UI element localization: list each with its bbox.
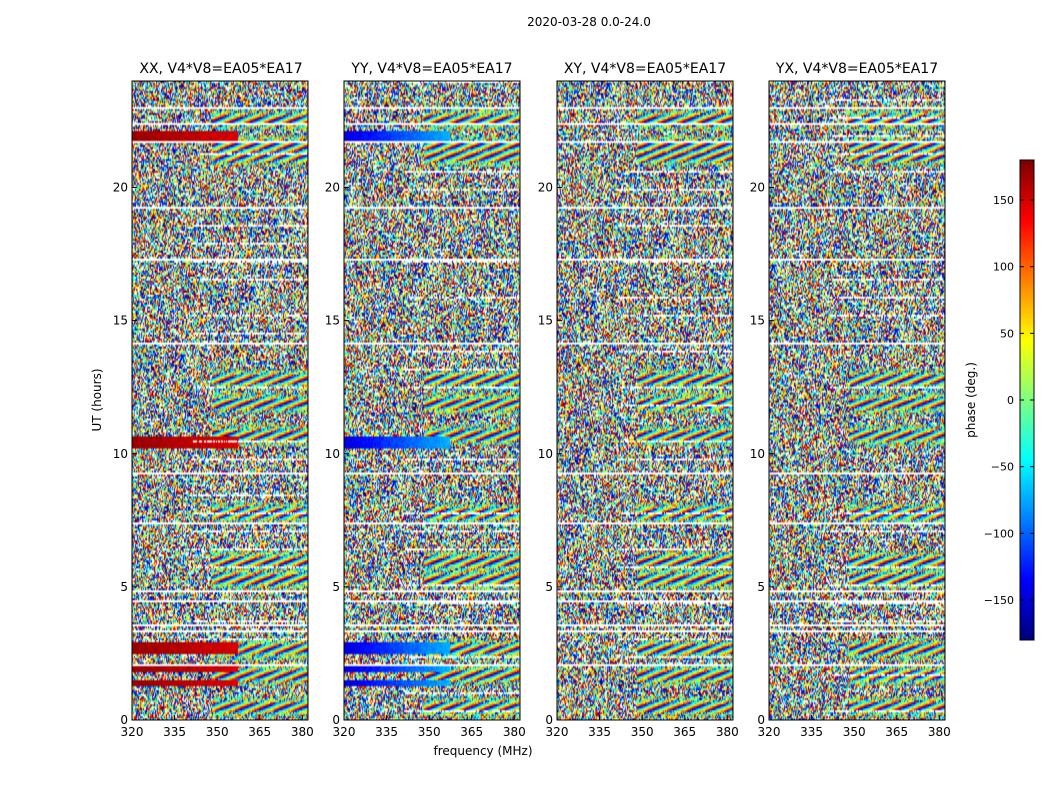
colorbar-tick-label: −100 xyxy=(984,527,1014,540)
y-tick-label: 15 xyxy=(325,314,340,328)
x-tick-label: 350 xyxy=(206,725,229,739)
y-tick-label: 20 xyxy=(325,181,340,195)
y-tick-label: 15 xyxy=(538,314,553,328)
panel-title-xy: XY, V4*V8=EA05*EA17 xyxy=(564,61,726,77)
phase-map-yx xyxy=(769,81,945,720)
colorbar-tick-label: 150 xyxy=(993,194,1014,207)
x-tick-label: 320 xyxy=(546,725,569,739)
phase-map-xx xyxy=(132,81,308,720)
ticks-xx: 320 335 350 365 380 0 5 10 15 20 xyxy=(113,181,314,740)
colorbar: 150 100 50 0 −50 −100 −150 phase (deg.) xyxy=(964,159,1035,641)
plot-frame-yx xyxy=(768,80,946,721)
x-tick-label: 380 xyxy=(928,725,951,739)
x-tick-label: 380 xyxy=(716,725,739,739)
y-tick-label: 5 xyxy=(120,580,128,594)
x-tick-label: 350 xyxy=(631,725,654,739)
x-tick-label: 365 xyxy=(673,725,696,739)
panel-xx: XX, V4*V8=EA05*EA17 320 335 350 365 380 0 5 10 1… xyxy=(113,61,314,739)
x-tick-label: 350 xyxy=(843,725,866,739)
colorbar-gradient xyxy=(1020,160,1034,640)
x-tick-label: 335 xyxy=(163,725,186,739)
x-tick-label: 320 xyxy=(121,725,144,739)
y-tick-label: 10 xyxy=(325,447,340,461)
y-tick-label: 20 xyxy=(750,181,765,195)
panel-xy: XY, V4*V8=EA05*EA17 320 335 350 365 380 0 5 10 1… xyxy=(538,61,739,739)
ticks-yy: 320 335 350 365 380 0 5 10 15 20 xyxy=(325,181,526,740)
x-tick-label: 380 xyxy=(291,725,314,739)
ticks-yx: 320 335 350 365 380 0 5 10 15 20 xyxy=(750,181,951,740)
y-tick-label: 15 xyxy=(750,314,765,328)
plot-frame-yy xyxy=(343,80,521,721)
y-tick-label: 10 xyxy=(750,447,765,461)
colorbar-tick-label: −150 xyxy=(984,594,1014,607)
y-tick-label: 5 xyxy=(545,580,553,594)
y-tick-label: 0 xyxy=(757,713,765,727)
panel-title-yy: YY, V4*V8=EA05*EA17 xyxy=(350,61,512,77)
figure-title: 2020-03-28 0.0-24.0 xyxy=(527,15,651,29)
y-tick-label: 5 xyxy=(757,580,765,594)
x-tick-label: 335 xyxy=(375,725,398,739)
phase-map-xy xyxy=(557,81,733,720)
x-tick-label: 335 xyxy=(800,725,823,739)
y-tick-label: 10 xyxy=(113,447,128,461)
y-tick-label: 0 xyxy=(120,713,128,727)
plot-frame-xy xyxy=(556,80,734,721)
panel-yy: YY, V4*V8=EA05*EA17 320 335 350 365 380 0 5 10 1… xyxy=(325,61,526,739)
y-tick-label: 20 xyxy=(113,181,128,195)
y-tick-label: 0 xyxy=(332,713,340,727)
ticks-xy: 320 335 350 365 380 0 5 10 15 20 xyxy=(538,181,739,740)
colorbar-tick-label: −50 xyxy=(991,461,1014,474)
phase-map-yy xyxy=(344,81,520,720)
x-tick-label: 365 xyxy=(248,725,271,739)
x-tick-label: 335 xyxy=(588,725,611,739)
plot-frame-xx xyxy=(131,80,309,721)
x-tick-label: 350 xyxy=(418,725,441,739)
panel-yx: YX, V4*V8=EA05*EA17 320 335 350 365 380 0 5 10 1… xyxy=(750,61,951,739)
colorbar-tick-label: 0 xyxy=(1007,394,1014,407)
x-axis-label: frequency (MHz) xyxy=(433,744,532,758)
colorbar-tick-label: 50 xyxy=(1000,327,1014,340)
y-tick-label: 5 xyxy=(332,580,340,594)
y-axis-label: UT (hours) xyxy=(90,368,104,431)
x-tick-label: 320 xyxy=(758,725,781,739)
x-tick-label: 320 xyxy=(333,725,356,739)
y-tick-label: 0 xyxy=(545,713,553,727)
y-tick-label: 10 xyxy=(538,447,553,461)
panel-title-xx: XX, V4*V8=EA05*EA17 xyxy=(139,61,302,77)
y-tick-label: 15 xyxy=(113,314,128,328)
colorbar-tick-label: 100 xyxy=(993,261,1014,274)
panel-title-yx: YX, V4*V8=EA05*EA17 xyxy=(775,61,938,77)
colorbar-label: phase (deg.) xyxy=(964,362,978,438)
x-tick-label: 365 xyxy=(885,725,908,739)
y-tick-label: 20 xyxy=(538,181,553,195)
x-tick-label: 365 xyxy=(460,725,483,739)
x-tick-label: 380 xyxy=(503,725,526,739)
colorbar-ticks: 150 100 50 0 −50 −100 −150 xyxy=(984,194,1034,607)
